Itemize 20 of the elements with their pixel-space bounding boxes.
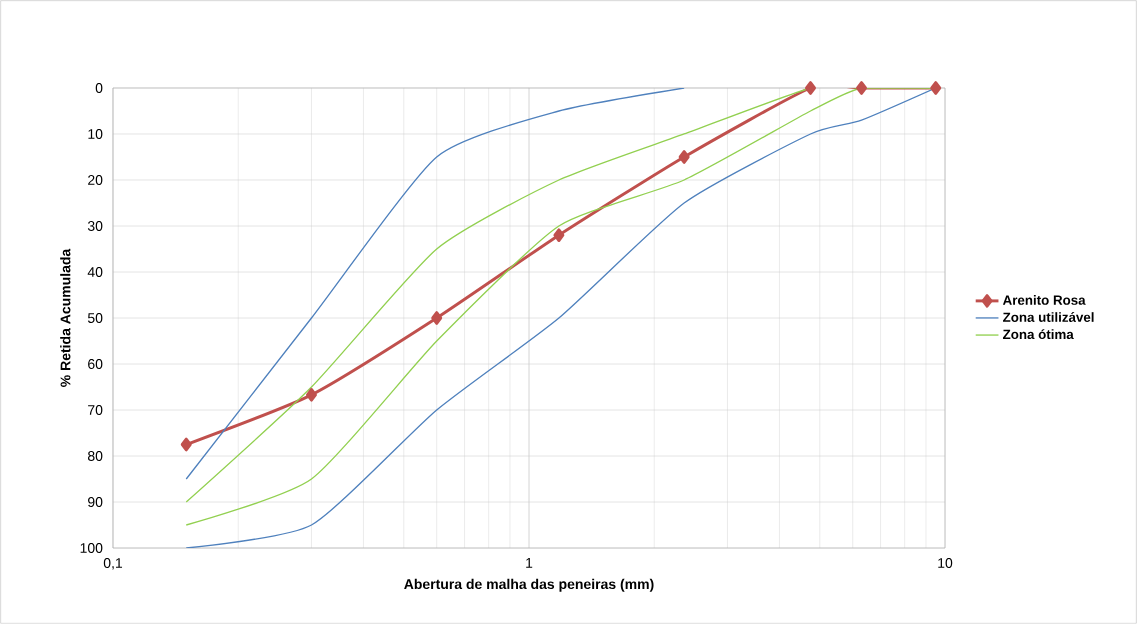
legend-label: Arenito Rosa — [1002, 295, 1086, 305]
x-tick-label: 10 — [938, 558, 953, 568]
x-axis-title: Abertura de malha das peneiras (mm) — [404, 578, 654, 592]
x-tick-label: 0,1 — [103, 558, 123, 570]
y-tick-label: 80 — [87, 451, 103, 461]
line-series — [185, 88, 685, 480]
y-tick-label: 30 — [87, 221, 103, 231]
y-tick-label: 60 — [88, 359, 103, 369]
y-tick-label: 100 — [80, 543, 103, 553]
y-tick-label: 90 — [88, 497, 103, 507]
y-tick-label: 50 — [87, 313, 103, 323]
y-axis-title: % Retida Acumulada — [60, 248, 71, 387]
y-tick-label: 70 — [88, 405, 103, 415]
y-tick-label: 10 — [88, 129, 103, 139]
y-tick-label: 40 — [87, 267, 103, 277]
y-tick-label: 20 — [88, 175, 103, 185]
y-tick-label: 0 — [95, 83, 103, 93]
x-tick-label: 1 — [526, 558, 533, 568]
legend-label: Zona utilizável — [1003, 312, 1094, 322]
legend-label: Zona ótima — [1003, 329, 1074, 340]
